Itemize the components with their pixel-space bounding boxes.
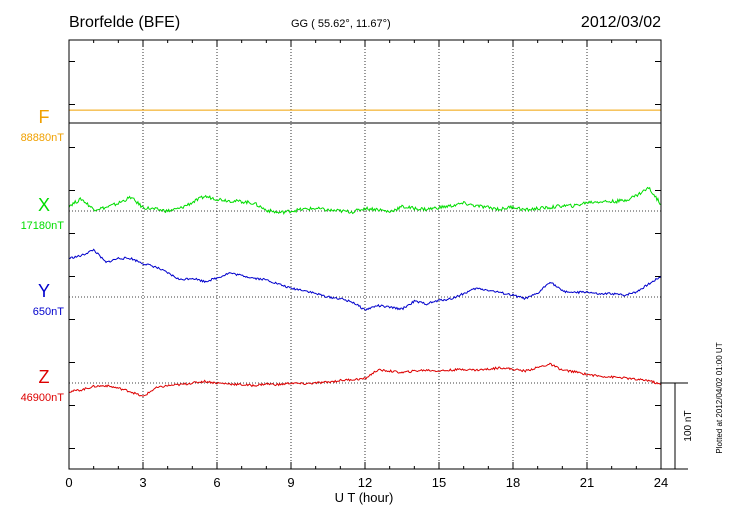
- tick-marks: [68, 40, 662, 469]
- baseline-value-x: 17180nT: [21, 220, 65, 232]
- series-labels: F 88880nT X 17180nT Y 650nT Z 46900nT: [21, 107, 65, 404]
- baseline-lines: [69, 122, 661, 384]
- x-tick-labels: 0 3 6 9 12 15 18 21 24: [65, 475, 668, 490]
- plot-frame: [68, 39, 662, 470]
- baseline-value-y: 650nT: [33, 306, 64, 318]
- scale-bar-label: 100 nT: [683, 410, 694, 441]
- x-tick-label: 0: [65, 475, 72, 490]
- x-axis-label: U T (hour): [335, 490, 394, 505]
- station-title: Brorfelde (BFE): [69, 14, 180, 31]
- series-name-y: Y: [38, 281, 50, 301]
- x-tick-label: 9: [287, 475, 294, 490]
- x-tick-label: 12: [358, 475, 372, 490]
- series-name-f: F: [39, 107, 50, 127]
- x-tick-label: 18: [506, 475, 520, 490]
- chart-date: 2012/03/02: [581, 14, 661, 31]
- trace-z: [68, 362, 662, 397]
- scale-bar: 100 nT: [661, 382, 694, 470]
- x-tick-label: 15: [432, 475, 446, 490]
- series-traces: [68, 109, 662, 397]
- series-name-z: Z: [39, 367, 50, 387]
- trace-x: [68, 186, 662, 215]
- trace-y: [68, 248, 662, 311]
- baseline-value-f: 88880nT: [21, 132, 65, 144]
- x-tick-label: 21: [580, 475, 594, 490]
- x-tick-label: 6: [213, 475, 220, 490]
- grid-lines: [142, 40, 588, 469]
- x-tick-label: 24: [654, 475, 668, 490]
- station-coordinates: GG ( 55.62°, 11.67°): [291, 18, 391, 30]
- series-name-x: X: [38, 195, 50, 215]
- baseline-value-z: 46900nT: [21, 392, 65, 404]
- plotted-timestamp: Plotted at 2012/04/02 01:00 UT: [715, 342, 724, 453]
- x-tick-label: 3: [139, 475, 146, 490]
